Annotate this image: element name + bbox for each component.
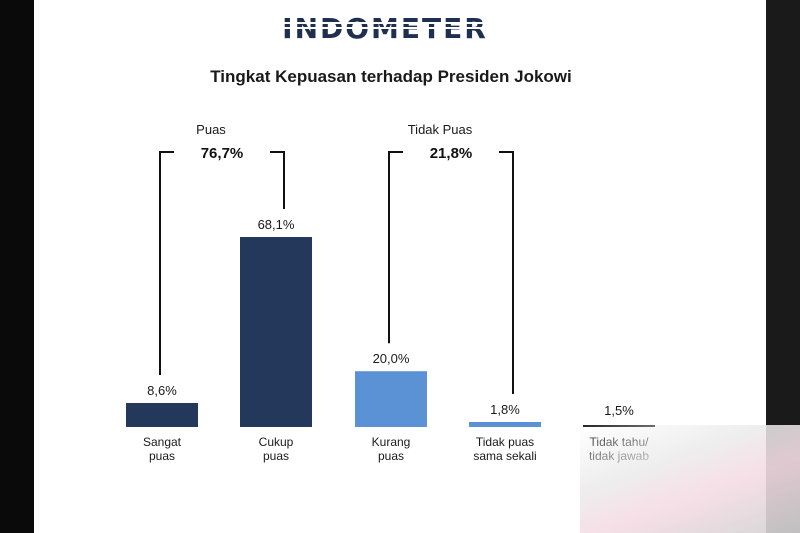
bar xyxy=(355,371,427,427)
photo-glare xyxy=(580,425,800,533)
bar xyxy=(469,421,541,427)
photo-edge-left xyxy=(0,0,34,533)
bracket-left-arm xyxy=(159,151,174,376)
bar xyxy=(126,403,198,427)
category-label: puas xyxy=(263,449,289,463)
category-label: puas xyxy=(378,449,404,463)
category-label: Kurang xyxy=(372,435,411,449)
bar xyxy=(240,237,312,427)
bracket-right-arm xyxy=(499,151,514,394)
group-name-label: Tidak Puas xyxy=(408,122,473,137)
category-label: Sangat xyxy=(143,435,182,449)
chart-title: Tingkat Kepuasan terhadap Presiden Jokow… xyxy=(210,67,572,86)
bar-value-label: 20,0% xyxy=(373,351,410,366)
category-label: sama sekali xyxy=(473,449,536,463)
logo-stripes xyxy=(280,22,490,29)
bar-value-label: 68,1% xyxy=(258,217,295,232)
group-total-label: 21,8% xyxy=(430,145,473,162)
category-label: Cukup xyxy=(259,435,294,449)
bar-value-label: 8,6% xyxy=(147,383,177,398)
category-label: puas xyxy=(149,449,175,463)
category-label: Tidak puas xyxy=(476,435,534,449)
bar-value-label: 1,5% xyxy=(604,403,634,418)
bar-value-label: 1,8% xyxy=(490,402,520,417)
bars xyxy=(126,237,655,427)
group-total-label: 76,7% xyxy=(201,145,244,162)
bracket-right-arm xyxy=(270,151,285,209)
bar-value-labels: 8,6% 68,1% 20,0% 1,8% 1,5% xyxy=(147,217,634,418)
bracket-left-arm xyxy=(388,151,403,344)
group-name-label: Puas xyxy=(196,122,226,137)
group-brackets: 76,7% Puas 21,8% Tidak Puas xyxy=(159,122,514,394)
